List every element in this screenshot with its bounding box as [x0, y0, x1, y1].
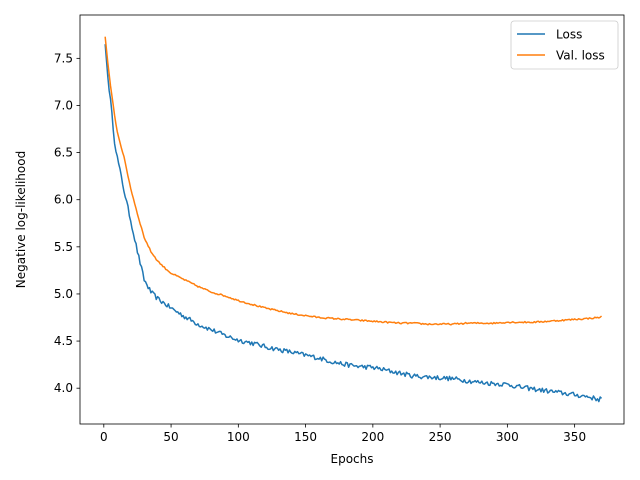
- y-tick-label: 4.0: [54, 381, 73, 395]
- y-tick-label: 5.5: [54, 240, 73, 254]
- legend: Loss Val. loss: [510, 20, 619, 70]
- y-tick-label: 7.0: [54, 98, 73, 112]
- x-tick-label: 100: [227, 430, 250, 444]
- x-tick-label: 0: [100, 430, 108, 444]
- x-tick-label: 150: [294, 430, 317, 444]
- y-tick-label: 7.5: [54, 51, 73, 65]
- x-tick-label: 300: [496, 430, 519, 444]
- x-tick-label: 50: [163, 430, 178, 444]
- legend-label: Val. loss: [556, 49, 605, 63]
- x-axis-label: Epochs: [331, 452, 374, 466]
- y-tick-label: 6.0: [54, 193, 73, 207]
- legend-box: [510, 20, 619, 70]
- series-line-loss: [104, 44, 603, 403]
- x-tick-label: 250: [429, 430, 452, 444]
- series-group: [104, 36, 603, 403]
- y-tick-label: 6.5: [54, 146, 73, 160]
- y-axis-label: Negative log-likelihood: [14, 151, 28, 288]
- y-axis: 4.0 4.5 5.0 5.5 6.0 6.5 7.0 7.5: [54, 51, 80, 395]
- plot-frame: [79, 14, 625, 425]
- x-axis: 0 50 100 150 200 250 300 350: [100, 424, 586, 444]
- y-tick-label: 4.5: [54, 334, 73, 348]
- x-tick-label: 350: [563, 430, 586, 444]
- series-line-val-loss: [104, 36, 603, 326]
- x-tick-label: 200: [361, 430, 384, 444]
- legend-label: Loss: [556, 28, 582, 42]
- y-tick-label: 5.0: [54, 287, 73, 301]
